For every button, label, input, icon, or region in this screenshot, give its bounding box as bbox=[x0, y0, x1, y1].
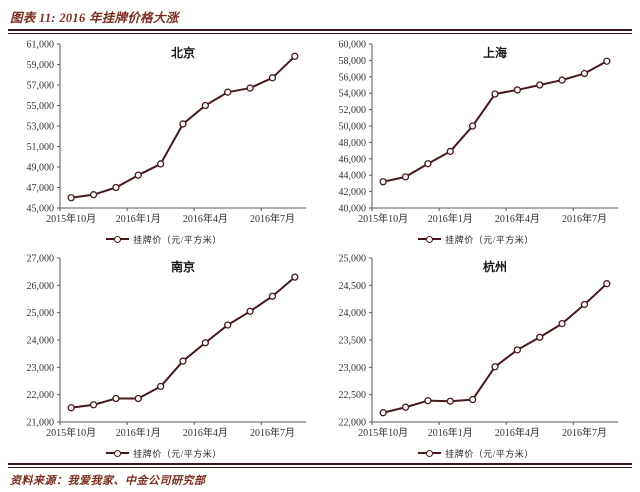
charts-grid: 45,000 47,000 49,000 51,000 53,000 55,000 57,0… bbox=[8, 36, 632, 460]
svg-text:22,000: 22,000 bbox=[27, 390, 55, 401]
chart-hangzhou: 22,000 22,500 23,000 23,500 24,000 24,500 25,0… bbox=[320, 250, 632, 460]
svg-text:24,500: 24,500 bbox=[339, 281, 367, 292]
legend-line-marker-icon bbox=[106, 451, 116, 455]
legend-circle-marker-icon bbox=[114, 449, 122, 457]
svg-text:2016年1月: 2016年1月 bbox=[116, 426, 161, 439]
svg-text:2015年10月: 2015年10月 bbox=[358, 426, 408, 439]
svg-text:23,000: 23,000 bbox=[27, 363, 55, 374]
svg-text:48,000: 48,000 bbox=[339, 138, 367, 149]
svg-text:25,000: 25,000 bbox=[27, 308, 55, 319]
chart-title: 北京 bbox=[171, 45, 195, 60]
svg-text:22,000: 22,000 bbox=[339, 418, 367, 429]
chart-legend: 挂牌价（元/平方米） bbox=[418, 446, 534, 460]
chart-nanjing: 21,000 22,000 23,000 24,000 25,000 26,000 27,0… bbox=[8, 250, 320, 460]
chart-beijing: 45,000 47,000 49,000 51,000 53,000 55,000 57,0… bbox=[8, 36, 320, 246]
legend-label: 挂牌价（元/平方米） bbox=[133, 448, 222, 459]
svg-text:2015年10月: 2015年10月 bbox=[46, 212, 96, 225]
legend-line-marker-icon bbox=[432, 451, 442, 455]
legend-line-marker-icon bbox=[120, 451, 130, 455]
footer-divider bbox=[8, 463, 632, 468]
svg-text:49,000: 49,000 bbox=[27, 163, 55, 174]
figure-title: 图表 11: 2016 年挂牌价格大涨 bbox=[10, 11, 179, 25]
svg-text:23,500: 23,500 bbox=[339, 336, 367, 347]
svg-text:58,000: 58,000 bbox=[339, 56, 367, 67]
svg-text:2016年4月: 2016年4月 bbox=[183, 212, 228, 225]
svg-text:21,000: 21,000 bbox=[27, 418, 55, 429]
svg-text:2016年4月: 2016年4月 bbox=[495, 212, 540, 225]
svg-text:2016年7月: 2016年7月 bbox=[562, 426, 607, 439]
chart-title: 杭州 bbox=[483, 259, 507, 274]
svg-text:59,000: 59,000 bbox=[27, 60, 55, 71]
svg-text:27,000: 27,000 bbox=[27, 254, 55, 265]
chart-title: 上海 bbox=[483, 45, 507, 60]
legend-circle-marker-icon bbox=[426, 235, 434, 243]
chart-legend: 挂牌价（元/平方米） bbox=[106, 446, 222, 460]
legend-line-marker-icon bbox=[418, 451, 428, 455]
svg-text:45,000: 45,000 bbox=[27, 204, 55, 215]
svg-text:55,000: 55,000 bbox=[27, 101, 55, 112]
svg-text:47,000: 47,000 bbox=[27, 183, 55, 194]
svg-text:2016年4月: 2016年4月 bbox=[183, 426, 228, 439]
svg-text:2016年1月: 2016年1月 bbox=[428, 426, 473, 439]
chart-shanghai: 40,000 42,000 44,000 46,000 48,000 50,000 52,0… bbox=[320, 36, 632, 246]
beijing-line-chart-canvas: 45,000 47,000 49,000 51,000 53,000 55,000 57,0… bbox=[8, 36, 320, 232]
source-note: 资料来源：我爱我家、中金公司研究部 bbox=[10, 475, 206, 487]
line-chart-svg: 40,000 42,000 44,000 46,000 48,000 50,000 52,0… bbox=[339, 40, 618, 225]
svg-text:2016年7月: 2016年7月 bbox=[250, 426, 295, 439]
svg-text:61,000: 61,000 bbox=[27, 40, 55, 51]
legend-label: 挂牌价（元/平方米） bbox=[133, 234, 222, 245]
svg-text:24,000: 24,000 bbox=[27, 336, 55, 347]
svg-text:24,000: 24,000 bbox=[339, 308, 367, 319]
line-chart-svg: 45,000 47,000 49,000 51,000 53,000 55,000 57,0… bbox=[27, 40, 306, 225]
chart-title: 南京 bbox=[171, 259, 195, 274]
svg-text:2016年4月: 2016年4月 bbox=[495, 426, 540, 439]
chart-legend: 挂牌价（元/平方米） bbox=[418, 232, 534, 246]
svg-text:44,000: 44,000 bbox=[339, 171, 367, 182]
legend-line-marker-icon bbox=[106, 237, 116, 241]
svg-text:2016年1月: 2016年1月 bbox=[428, 212, 473, 225]
line-chart-svg: 21,000 22,000 23,000 24,000 25,000 26,000 27,0… bbox=[27, 254, 306, 439]
svg-text:51,000: 51,000 bbox=[27, 142, 55, 153]
legend-line-marker-icon bbox=[418, 237, 428, 241]
svg-text:57,000: 57,000 bbox=[27, 81, 55, 92]
chart-legend: 挂牌价（元/平方米） bbox=[106, 232, 222, 246]
legend-label: 挂牌价（元/平方米） bbox=[445, 448, 534, 459]
title-divider bbox=[8, 29, 632, 34]
svg-text:2016年7月: 2016年7月 bbox=[250, 212, 295, 225]
svg-text:46,000: 46,000 bbox=[339, 154, 367, 165]
svg-text:2016年7月: 2016年7月 bbox=[562, 212, 607, 225]
svg-text:42,000: 42,000 bbox=[339, 187, 367, 198]
legend-label: 挂牌价（元/平方米） bbox=[445, 234, 534, 245]
svg-text:56,000: 56,000 bbox=[339, 72, 367, 83]
svg-text:53,000: 53,000 bbox=[27, 122, 55, 133]
nanjing-line-chart-canvas: 21,000 22,000 23,000 24,000 25,000 26,000 27,0… bbox=[8, 250, 320, 446]
svg-text:50,000: 50,000 bbox=[339, 122, 367, 133]
legend-line-marker-icon bbox=[432, 237, 442, 241]
svg-text:25,000: 25,000 bbox=[339, 254, 367, 265]
svg-text:52,000: 52,000 bbox=[339, 105, 367, 116]
svg-text:2016年1月: 2016年1月 bbox=[116, 212, 161, 225]
legend-circle-marker-icon bbox=[114, 235, 122, 243]
svg-text:54,000: 54,000 bbox=[339, 89, 367, 100]
svg-text:40,000: 40,000 bbox=[339, 204, 367, 215]
legend-circle-marker-icon bbox=[426, 449, 434, 457]
svg-text:60,000: 60,000 bbox=[339, 40, 367, 51]
svg-text:2015年10月: 2015年10月 bbox=[358, 212, 408, 225]
svg-text:23,000: 23,000 bbox=[339, 363, 367, 374]
svg-text:2015年10月: 2015年10月 bbox=[46, 426, 96, 439]
svg-text:26,000: 26,000 bbox=[27, 281, 55, 292]
shanghai-line-chart-canvas: 40,000 42,000 44,000 46,000 48,000 50,000 52,0… bbox=[320, 36, 632, 232]
hangzhou-line-chart-canvas: 22,000 22,500 23,000 23,500 24,000 24,500 25,0… bbox=[320, 250, 632, 446]
legend-line-marker-icon bbox=[120, 237, 130, 241]
line-chart-svg: 22,000 22,500 23,000 23,500 24,000 24,500 25,0… bbox=[339, 254, 618, 439]
svg-text:22,500: 22,500 bbox=[339, 390, 367, 401]
